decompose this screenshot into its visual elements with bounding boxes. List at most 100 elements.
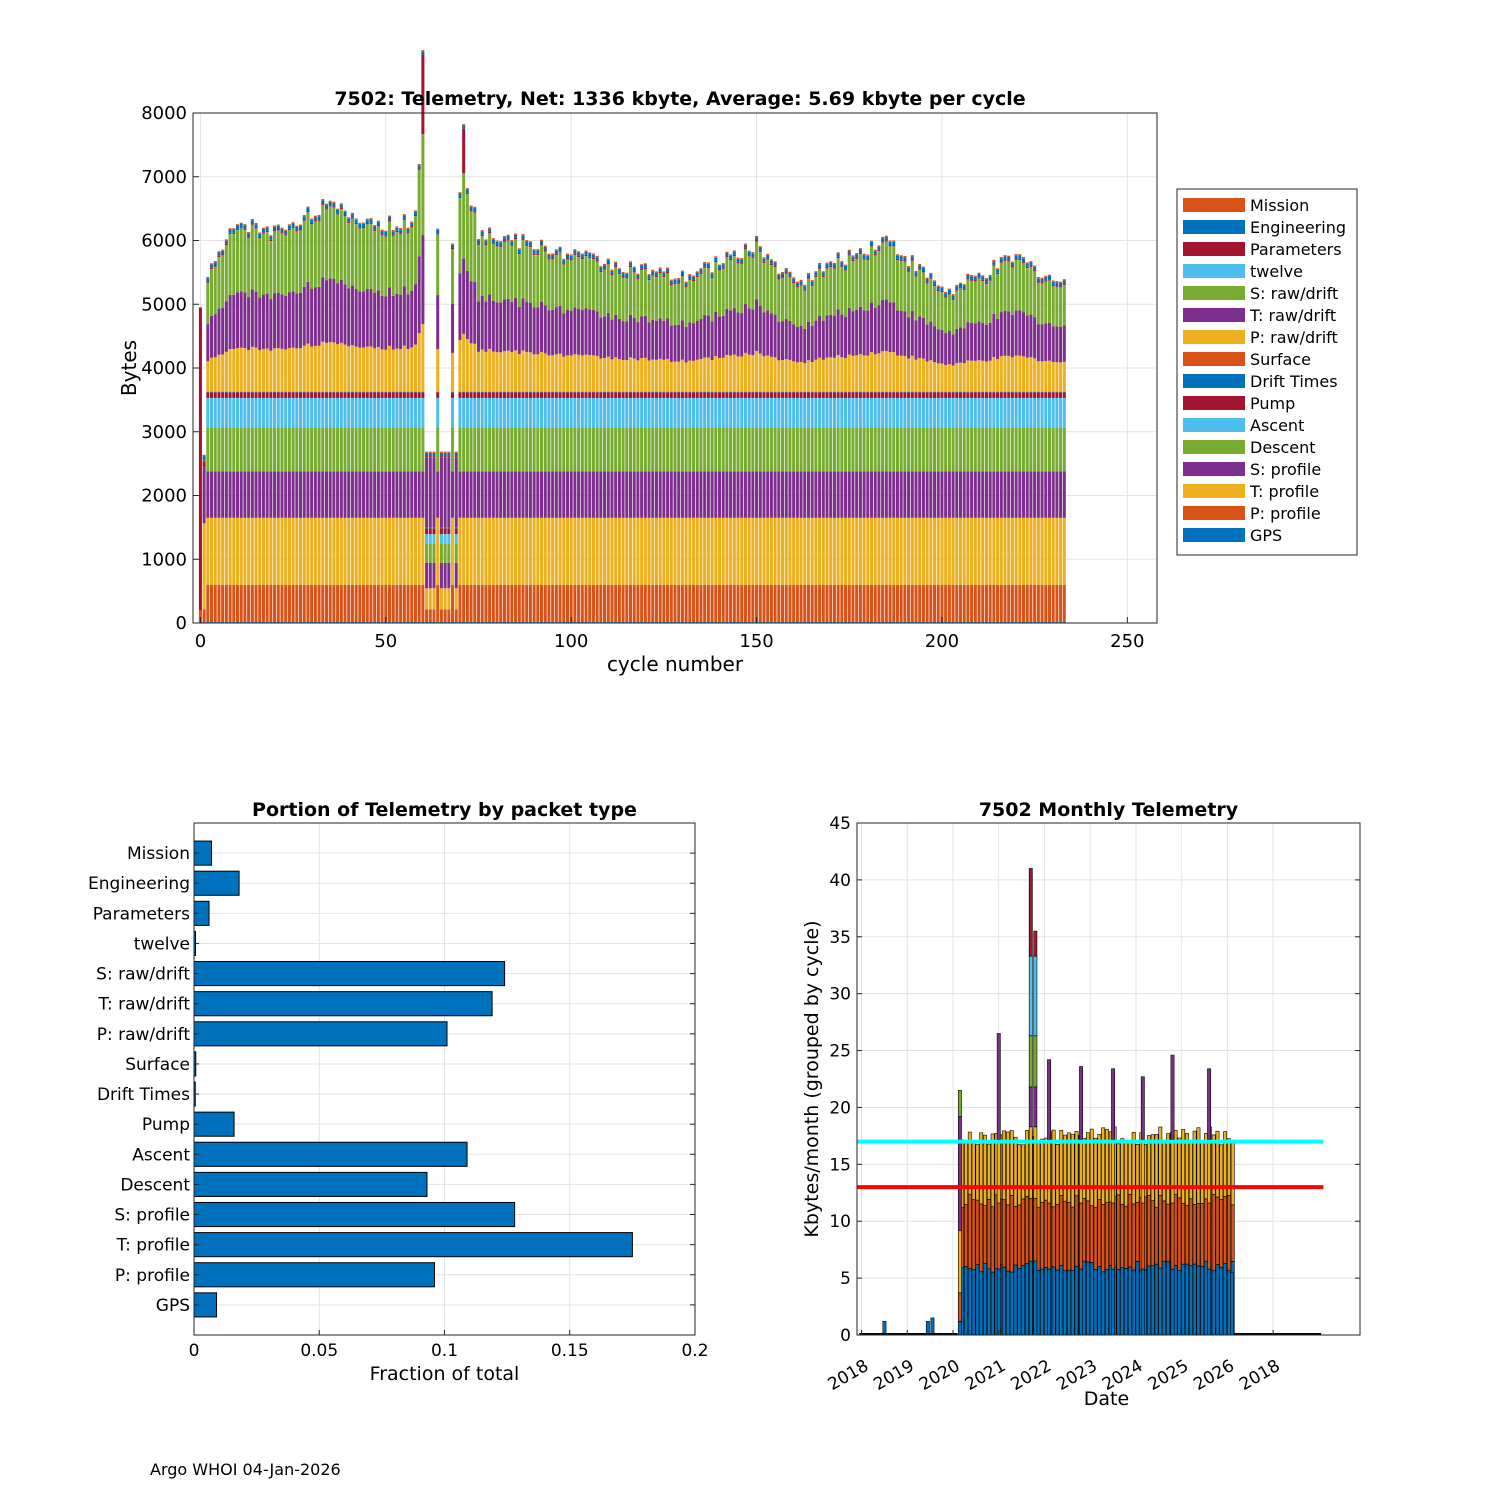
telemetry-bar-segment — [654, 427, 658, 472]
telemetry-bar-segment — [284, 584, 288, 623]
telemetry-bar-segment — [421, 50, 425, 52]
monthly-bar-segment — [983, 1205, 987, 1264]
portion-bar — [193, 1141, 468, 1167]
telemetry-bar-segment — [892, 517, 896, 585]
telemetry-bar-segment — [851, 261, 855, 312]
telemetry-bar-segment — [958, 427, 963, 472]
telemetry-bar-segment — [840, 265, 844, 267]
telemetry-bar-segment — [651, 397, 655, 428]
telemetry-bar-segment — [517, 354, 521, 392]
telemetry-bar-segment — [758, 427, 762, 472]
telemetry-bar-segment — [358, 584, 362, 623]
telemetry-bar-segment — [981, 471, 985, 518]
telemetry-bar-segment — [369, 222, 373, 224]
telemetry-bar-segment — [977, 397, 981, 428]
telemetry-bar-segment — [628, 314, 633, 358]
telemetry-bar-segment — [810, 397, 814, 428]
telemetry-bar-segment — [684, 392, 688, 398]
telemetry-bar-segment — [502, 397, 506, 428]
telemetry-bar-segment — [1025, 266, 1029, 269]
telemetry-bar-segment — [313, 221, 317, 288]
telemetry-bar-segment — [569, 258, 573, 261]
telemetry-bar-segment — [836, 355, 840, 392]
telemetry-bar-segment — [599, 358, 603, 392]
telemetry-bar-segment — [654, 271, 658, 273]
telemetry-bar-segment — [480, 236, 484, 296]
telemetry-bar-segment — [781, 273, 785, 277]
telemetry-bar-segment — [577, 255, 581, 258]
telemetry-bar-segment — [469, 343, 473, 392]
legend-swatch — [1183, 462, 1245, 476]
telemetry-bar-segment — [1014, 397, 1018, 428]
telemetry-bar-segment — [643, 397, 647, 428]
telemetry-bar-segment — [895, 397, 899, 428]
telemetry-bar-segment — [554, 517, 558, 585]
telemetry-bar-segment — [677, 397, 681, 428]
telemetry-bar-segment — [925, 283, 929, 325]
telemetry-bar-segment — [892, 244, 896, 247]
telemetry-bar-segment — [654, 392, 658, 398]
telemetry-bar-segment — [495, 584, 499, 623]
telemetry-bar-segment — [402, 471, 406, 518]
telemetry-bar-segment — [884, 397, 888, 428]
telemetry-bar-segment — [540, 244, 544, 246]
telemetry-bar-segment — [232, 427, 236, 472]
telemetry-bar-segment — [888, 245, 892, 247]
telemetry-bar-segment — [324, 392, 328, 398]
telemetry-bar-segment — [921, 584, 925, 623]
telemetry-bar-segment — [376, 347, 380, 392]
telemetry-bar-segment — [235, 584, 240, 623]
telemetry-bar-segment — [577, 471, 581, 518]
telemetry-bar-segment — [614, 262, 618, 267]
telemetry-bar-segment — [480, 295, 484, 350]
telemetry-bar-segment — [554, 392, 558, 398]
telemetry-bar-segment — [495, 471, 499, 518]
telemetry-bar-segment — [343, 392, 347, 398]
telemetry-bar-segment — [465, 392, 469, 398]
telemetry-bar-segment — [280, 228, 284, 233]
telemetry-bar-segment — [491, 584, 495, 623]
telemetry-bar-segment — [944, 427, 948, 472]
telemetry-bar-segment — [1003, 584, 1007, 623]
telemetry-bar-segment — [306, 427, 310, 472]
telemetry-bar-segment — [536, 517, 540, 585]
telemetry-bar-segment — [933, 286, 937, 327]
telemetry-bar-segment — [1007, 256, 1011, 261]
telemetry-bar-segment — [966, 278, 970, 280]
telemetry-bar-segment — [321, 277, 325, 342]
telemetry-bar-segment — [858, 252, 862, 254]
telemetry-bar-segment — [514, 471, 518, 518]
telemetry-bar-segment — [532, 249, 536, 251]
telemetry-bar-segment — [910, 517, 914, 585]
telemetry-bar-segment — [373, 225, 377, 227]
telemetry-bar-segment — [836, 471, 840, 518]
telemetry-bar-segment — [810, 584, 814, 623]
telemetry-bar-segment — [947, 288, 951, 290]
telemetry-bar-segment — [766, 584, 770, 623]
telemetry-bar-segment — [525, 240, 529, 242]
telemetry-bar-segment — [907, 392, 911, 398]
telemetry-bar-segment — [703, 397, 707, 428]
telemetry-bar-segment — [970, 276, 974, 280]
telemetry-bar-segment — [910, 259, 914, 261]
telemetry-bar-segment — [528, 241, 532, 243]
telemetry-bar-segment — [873, 249, 877, 251]
telemetry-bar-segment — [373, 471, 377, 518]
monthly-bar-segment — [1009, 1271, 1014, 1336]
telemetry-bar-segment — [692, 276, 696, 280]
telemetry-bar-segment — [847, 255, 851, 308]
telemetry-bar-segment — [395, 397, 399, 428]
telemetry-bar-segment — [729, 584, 733, 623]
telemetry-bar-segment — [832, 315, 836, 358]
telemetry-bar-segment — [358, 392, 362, 398]
telemetry-bar-segment — [847, 354, 851, 392]
telemetry-bar-segment — [528, 245, 532, 247]
monthly-bar-segment — [1028, 1035, 1033, 1088]
telemetry-bar-segment — [206, 427, 210, 472]
telemetry-bar-segment — [454, 588, 458, 610]
telemetry-bar-segment — [766, 471, 770, 518]
telemetry-bar-segment — [799, 427, 803, 472]
telemetry-bar-segment — [532, 307, 536, 355]
telemetry-bar-segment — [202, 461, 206, 468]
telemetry-bar-segment — [506, 240, 510, 299]
